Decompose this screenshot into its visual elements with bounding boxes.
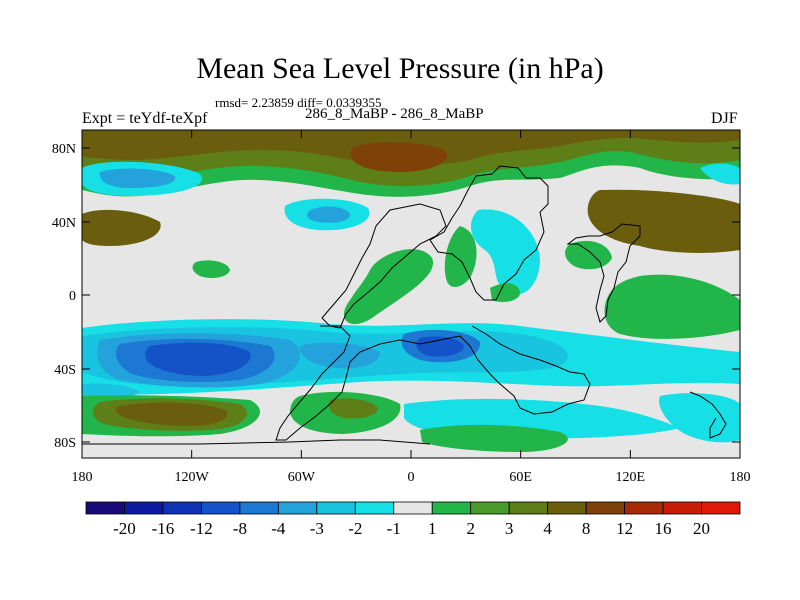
colorbar-label: 2 bbox=[466, 519, 475, 538]
coastlines bbox=[82, 165, 727, 445]
lon-tick-label: 60W bbox=[288, 470, 316, 485]
rmsd-stats: rmsd= 2.23859 diff= 0.0339355 bbox=[215, 95, 382, 110]
lat-tick-label: 40N bbox=[52, 216, 76, 231]
negative-zone-ne bbox=[700, 163, 740, 185]
map-title: Mean Sea Level Pressure (in hPa) bbox=[196, 52, 604, 85]
lon-tick-label: 0 bbox=[408, 470, 415, 485]
latitude-axis: 80N 40N 0 40S 80S bbox=[52, 142, 740, 451]
colorbar-label: 1 bbox=[428, 519, 437, 538]
colorbar-label: -16 bbox=[152, 519, 175, 538]
lat-tick-label: 0 bbox=[69, 289, 76, 304]
colorbar-label: -4 bbox=[271, 519, 286, 538]
lat-tick-label: 40S bbox=[54, 363, 76, 378]
west-atlantic-positive bbox=[82, 209, 161, 246]
colorbar-label: -8 bbox=[233, 519, 247, 538]
colorbar-label: 16 bbox=[655, 519, 672, 538]
colorbar-label: 12 bbox=[616, 519, 633, 538]
colorbar-label: -1 bbox=[387, 519, 401, 538]
lon-tick-label: 60E bbox=[509, 470, 532, 485]
colorbar-swatch bbox=[162, 501, 202, 515]
run-comparison-label: 286_8_MaBP - 286_8_MaBP bbox=[305, 106, 484, 122]
colorbar-swatch bbox=[201, 501, 241, 515]
colorbar-swatch bbox=[354, 501, 395, 515]
colorbar-swatch bbox=[431, 501, 472, 515]
experiment-label: Expt = teYdf-teXpf bbox=[82, 110, 208, 127]
colorbar-swatch bbox=[393, 501, 433, 515]
asia-outline bbox=[566, 223, 641, 323]
lon-tick-label: 120E bbox=[616, 470, 646, 485]
colorbar-label: 8 bbox=[582, 519, 591, 538]
siberian-high bbox=[350, 142, 448, 172]
positive-zone-pacific bbox=[604, 274, 740, 339]
colorbar-swatch bbox=[508, 501, 549, 515]
colorbar-label: 4 bbox=[543, 519, 552, 538]
negative-zone-nw-core bbox=[99, 168, 176, 188]
colorbar-swatch bbox=[547, 501, 587, 515]
colorbar-label: -2 bbox=[348, 519, 362, 538]
positive-zone-mediterranean bbox=[444, 226, 477, 287]
colorbar-swatch bbox=[470, 501, 510, 515]
southern-continents-outline bbox=[275, 325, 591, 441]
negative-zone-eurasia bbox=[470, 209, 540, 295]
colorbar-swatch bbox=[277, 501, 318, 515]
colorbar-swatch bbox=[662, 501, 702, 515]
positive-zone-south-pacific-8 bbox=[115, 402, 228, 426]
colorbar-swatch bbox=[85, 501, 125, 515]
colorbar-swatch bbox=[701, 501, 741, 515]
lon-tick-label: 180 bbox=[730, 470, 751, 485]
lat-tick-label: 80N bbox=[52, 142, 76, 157]
positive-zone-antarctic bbox=[420, 424, 568, 452]
colorbar-label: -3 bbox=[310, 519, 324, 538]
lon-tick-label: 120W bbox=[175, 470, 210, 485]
colorbar-swatch bbox=[316, 501, 356, 515]
lat-tick-label: 80S bbox=[54, 436, 76, 451]
positive-zone-central-pacific bbox=[192, 260, 230, 278]
colorbar-swatch bbox=[124, 501, 164, 515]
new-zealand-outline bbox=[689, 391, 727, 439]
colorbar-swatch bbox=[585, 501, 625, 515]
antarctica-outline bbox=[82, 439, 431, 445]
eurasia-outline bbox=[429, 165, 549, 301]
colorbar-label: -12 bbox=[190, 519, 213, 538]
colorbar-label: 3 bbox=[505, 519, 514, 538]
america-outline bbox=[321, 203, 447, 329]
colorbar: -20 -16 -12 -8 -4 -3 -2 -1 1 2 3 4 8 12 16 20 bbox=[85, 501, 741, 538]
positive-zone-south-atlantic-core bbox=[328, 398, 378, 419]
north-pacific-positive bbox=[587, 189, 740, 253]
longitude-axis: 180 120W 60W 0 60E 120E 180 bbox=[72, 130, 751, 485]
lon-tick-label: 180 bbox=[72, 470, 93, 485]
colorbar-label: -20 bbox=[113, 519, 136, 538]
season-label: DJF bbox=[711, 110, 738, 127]
negative-zone-indian-core bbox=[416, 336, 464, 357]
negative-zone-atlantic-core bbox=[307, 206, 350, 223]
negative-zone-south-pacific-8 bbox=[145, 342, 251, 376]
colorbar-label: 20 bbox=[693, 519, 710, 538]
colorbar-swatch bbox=[624, 501, 664, 515]
colorbar-swatch bbox=[239, 501, 279, 515]
negative-zone-se bbox=[658, 393, 740, 443]
pressure-field bbox=[82, 130, 740, 458]
positive-zone-atlantic bbox=[343, 249, 434, 325]
